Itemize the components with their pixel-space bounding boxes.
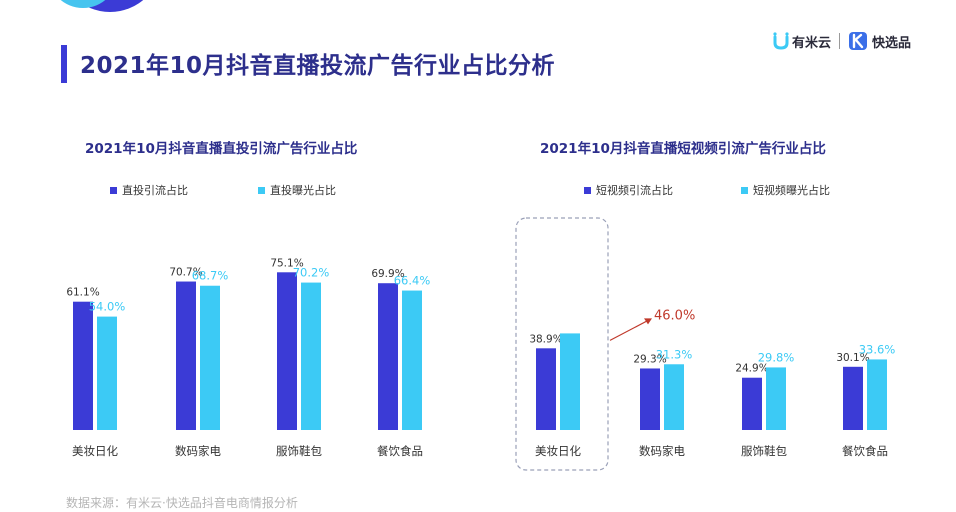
- category-label: 服饰鞋包: [741, 444, 787, 458]
- decorative-circle-cyan: [48, 0, 118, 8]
- bar: [73, 301, 93, 430]
- data-label: 24.9%: [735, 363, 768, 375]
- bar: [200, 285, 220, 430]
- legend-swatch-light: [258, 187, 265, 194]
- category-label: 美妆日化: [535, 444, 581, 458]
- category-label: 餐饮食品: [377, 444, 423, 458]
- data-label: 75.1%: [270, 257, 303, 269]
- data-label: 70.2%: [293, 266, 330, 280]
- data-label: 29.8%: [758, 350, 795, 364]
- data-label: 69.9%: [371, 268, 404, 280]
- legend-swatch-dark: [110, 187, 117, 194]
- bar: [97, 316, 117, 430]
- source-note: 数据来源：有米云·快选品抖音电商情报分析: [66, 496, 298, 510]
- category-label: 服饰鞋包: [276, 444, 322, 458]
- legend-label: 直投曝光占比: [270, 183, 336, 197]
- data-label: 38.9%: [529, 333, 562, 345]
- data-label: 33.6%: [859, 342, 896, 356]
- bar: [664, 364, 684, 430]
- bar: [402, 290, 422, 430]
- data-label: 30.1%: [836, 352, 869, 364]
- category-label: 美妆日化: [72, 444, 118, 458]
- brand-secondary: 快选品: [872, 35, 912, 51]
- bar: [277, 272, 297, 430]
- brand-primary: 有米云: [792, 35, 832, 51]
- bar: [640, 368, 660, 430]
- highlight-label: 46.0%: [654, 308, 695, 323]
- bar: [742, 377, 762, 430]
- data-label: 66.4%: [394, 274, 431, 288]
- data-label: 61.1%: [66, 287, 99, 299]
- data-label: 70.7%: [169, 267, 202, 279]
- legend-label: 短视频引流占比: [596, 183, 673, 197]
- highlight-dashed-box: [515, 217, 609, 471]
- data-label: 31.3%: [656, 347, 693, 361]
- data-label: 54.0%: [89, 300, 126, 314]
- data-label: 68.7%: [192, 269, 229, 283]
- left-chart-title: 2021年10月抖音直播直投引流广告行业占比: [85, 141, 358, 157]
- youmiyun-logo-icon: [773, 32, 789, 50]
- highlight-arrow-line: [609, 318, 651, 341]
- legend-label: 短视频曝光占比: [753, 183, 830, 197]
- brand-logos: 有米云 快选品: [770, 31, 911, 51]
- bar: [536, 348, 556, 430]
- category-label: 数码家电: [639, 444, 685, 458]
- bar: [176, 281, 196, 430]
- highlight-arrow-head: [644, 318, 652, 325]
- kuaixuanpin-logo-icon: [849, 32, 868, 50]
- title-accent-bar: [61, 45, 67, 83]
- bar: [560, 333, 580, 430]
- right-chart-title: 2021年10月抖音直播短视频引流广告行业占比: [540, 141, 826, 157]
- data-label: 29.3%: [633, 353, 666, 365]
- brand-divider: [839, 33, 841, 49]
- category-label: 数码家电: [175, 444, 221, 458]
- legend-swatch-light: [741, 187, 748, 194]
- bar: [301, 282, 321, 430]
- page-title: 2021年10月抖音直播投流广告行业占比分析: [80, 53, 556, 79]
- bar: [766, 367, 786, 430]
- bar: [843, 366, 863, 430]
- legend-label: 直投引流占比: [122, 183, 188, 197]
- bar: [867, 359, 887, 430]
- bar: [378, 283, 398, 430]
- legend-swatch-dark: [584, 187, 591, 194]
- category-label: 餐饮食品: [842, 444, 888, 458]
